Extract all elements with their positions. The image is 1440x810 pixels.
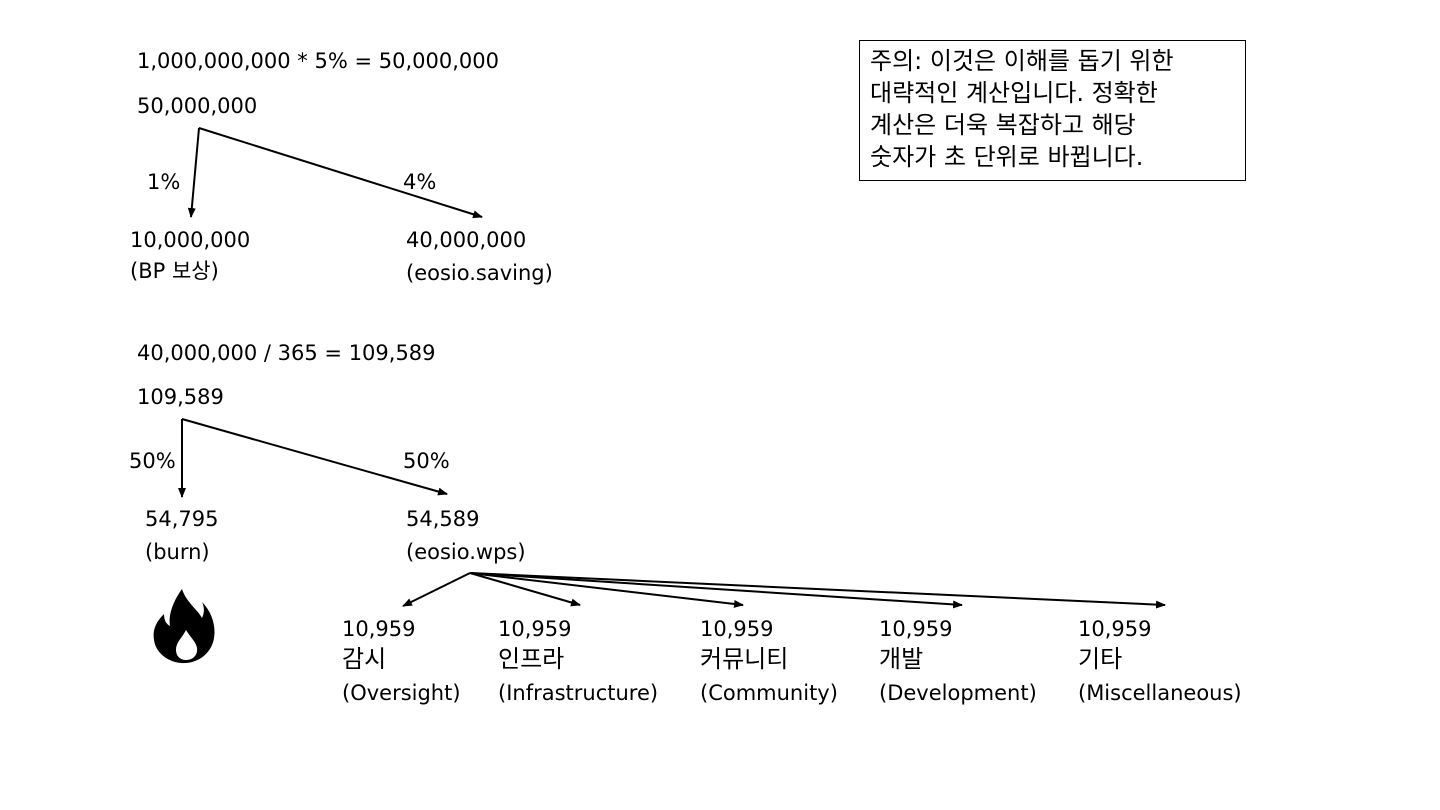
- arrow-development: [469, 572, 963, 609]
- pct-burn: 50%: [129, 449, 176, 473]
- label-eosio-wps: (eosio.wps): [406, 540, 526, 564]
- value-bp-reward: 10,000,000: [130, 228, 251, 252]
- note-line: 주의: 이것은 이해를 돕기 위한: [870, 47, 1174, 75]
- wps-value-development: 10,959: [879, 617, 953, 641]
- arrow-community: [469, 572, 744, 608]
- note-line: 계산은 더욱 복잡하고 해당: [870, 111, 1136, 139]
- arrow-miscellaneous: [469, 572, 1166, 609]
- wps-en-community: (Community): [700, 681, 838, 705]
- note-line: 대략적인 계산입니다. 정확한: [870, 79, 1158, 107]
- arrow-infrastructure: [469, 572, 581, 607]
- wps-value-oversight: 10,959: [342, 617, 416, 641]
- arrow-bp-reward: [187, 127, 200, 218]
- label-bp-reward: (BP 보상): [130, 259, 219, 283]
- note-line: 숫자가 초 단위로 바뀝니다.: [870, 143, 1144, 171]
- equation-daily: 40,000,000 / 365 = 109,589: [137, 341, 436, 365]
- arrow-oversight: [402, 572, 471, 607]
- wps-name-development: 개발: [879, 645, 924, 673]
- wps-value-infrastructure: 10,959: [498, 617, 572, 641]
- value-eosio-wps: 54,589: [406, 507, 480, 531]
- wps-value-miscellaneous: 10,959: [1078, 617, 1152, 641]
- value-eosio-saving: 40,000,000: [406, 228, 527, 252]
- arrow-eosio-wps: [181, 418, 448, 496]
- wps-name-miscellaneous: 기타: [1078, 645, 1123, 673]
- wps-name-infrastructure: 인프라: [498, 645, 565, 673]
- wps-name-oversight: 감시: [342, 645, 387, 673]
- root-value-daily: 109,589: [137, 385, 224, 409]
- pct-bp-reward: 1%: [147, 170, 181, 194]
- wps-en-oversight: (Oversight): [342, 681, 461, 705]
- wps-name-community: 커뮤니티: [700, 645, 789, 673]
- value-burn: 54,795: [145, 507, 219, 531]
- wps-en-infrastructure: (Infrastructure): [498, 681, 659, 705]
- fire-icon: [153, 589, 215, 664]
- pct-eosio-saving: 4%: [403, 170, 437, 194]
- disclaimer-note: 주의: 이것은 이해를 돕기 위한 대략적인 계산입니다. 정확한 계산은 더욱…: [859, 40, 1246, 181]
- label-eosio-saving: (eosio.saving): [406, 261, 553, 285]
- wps-en-development: (Development): [879, 681, 1037, 705]
- root-value-inflation: 50,000,000: [137, 94, 258, 118]
- wps-en-miscellaneous: (Miscellaneous): [1078, 681, 1242, 705]
- pct-eosio-wps: 50%: [403, 449, 450, 473]
- arrow-eosio-saving: [198, 127, 483, 219]
- label-burn: (burn): [145, 540, 210, 564]
- wps-value-community: 10,959: [700, 617, 774, 641]
- equation-inflation: 1,000,000,000 * 5% = 50,000,000: [137, 49, 499, 73]
